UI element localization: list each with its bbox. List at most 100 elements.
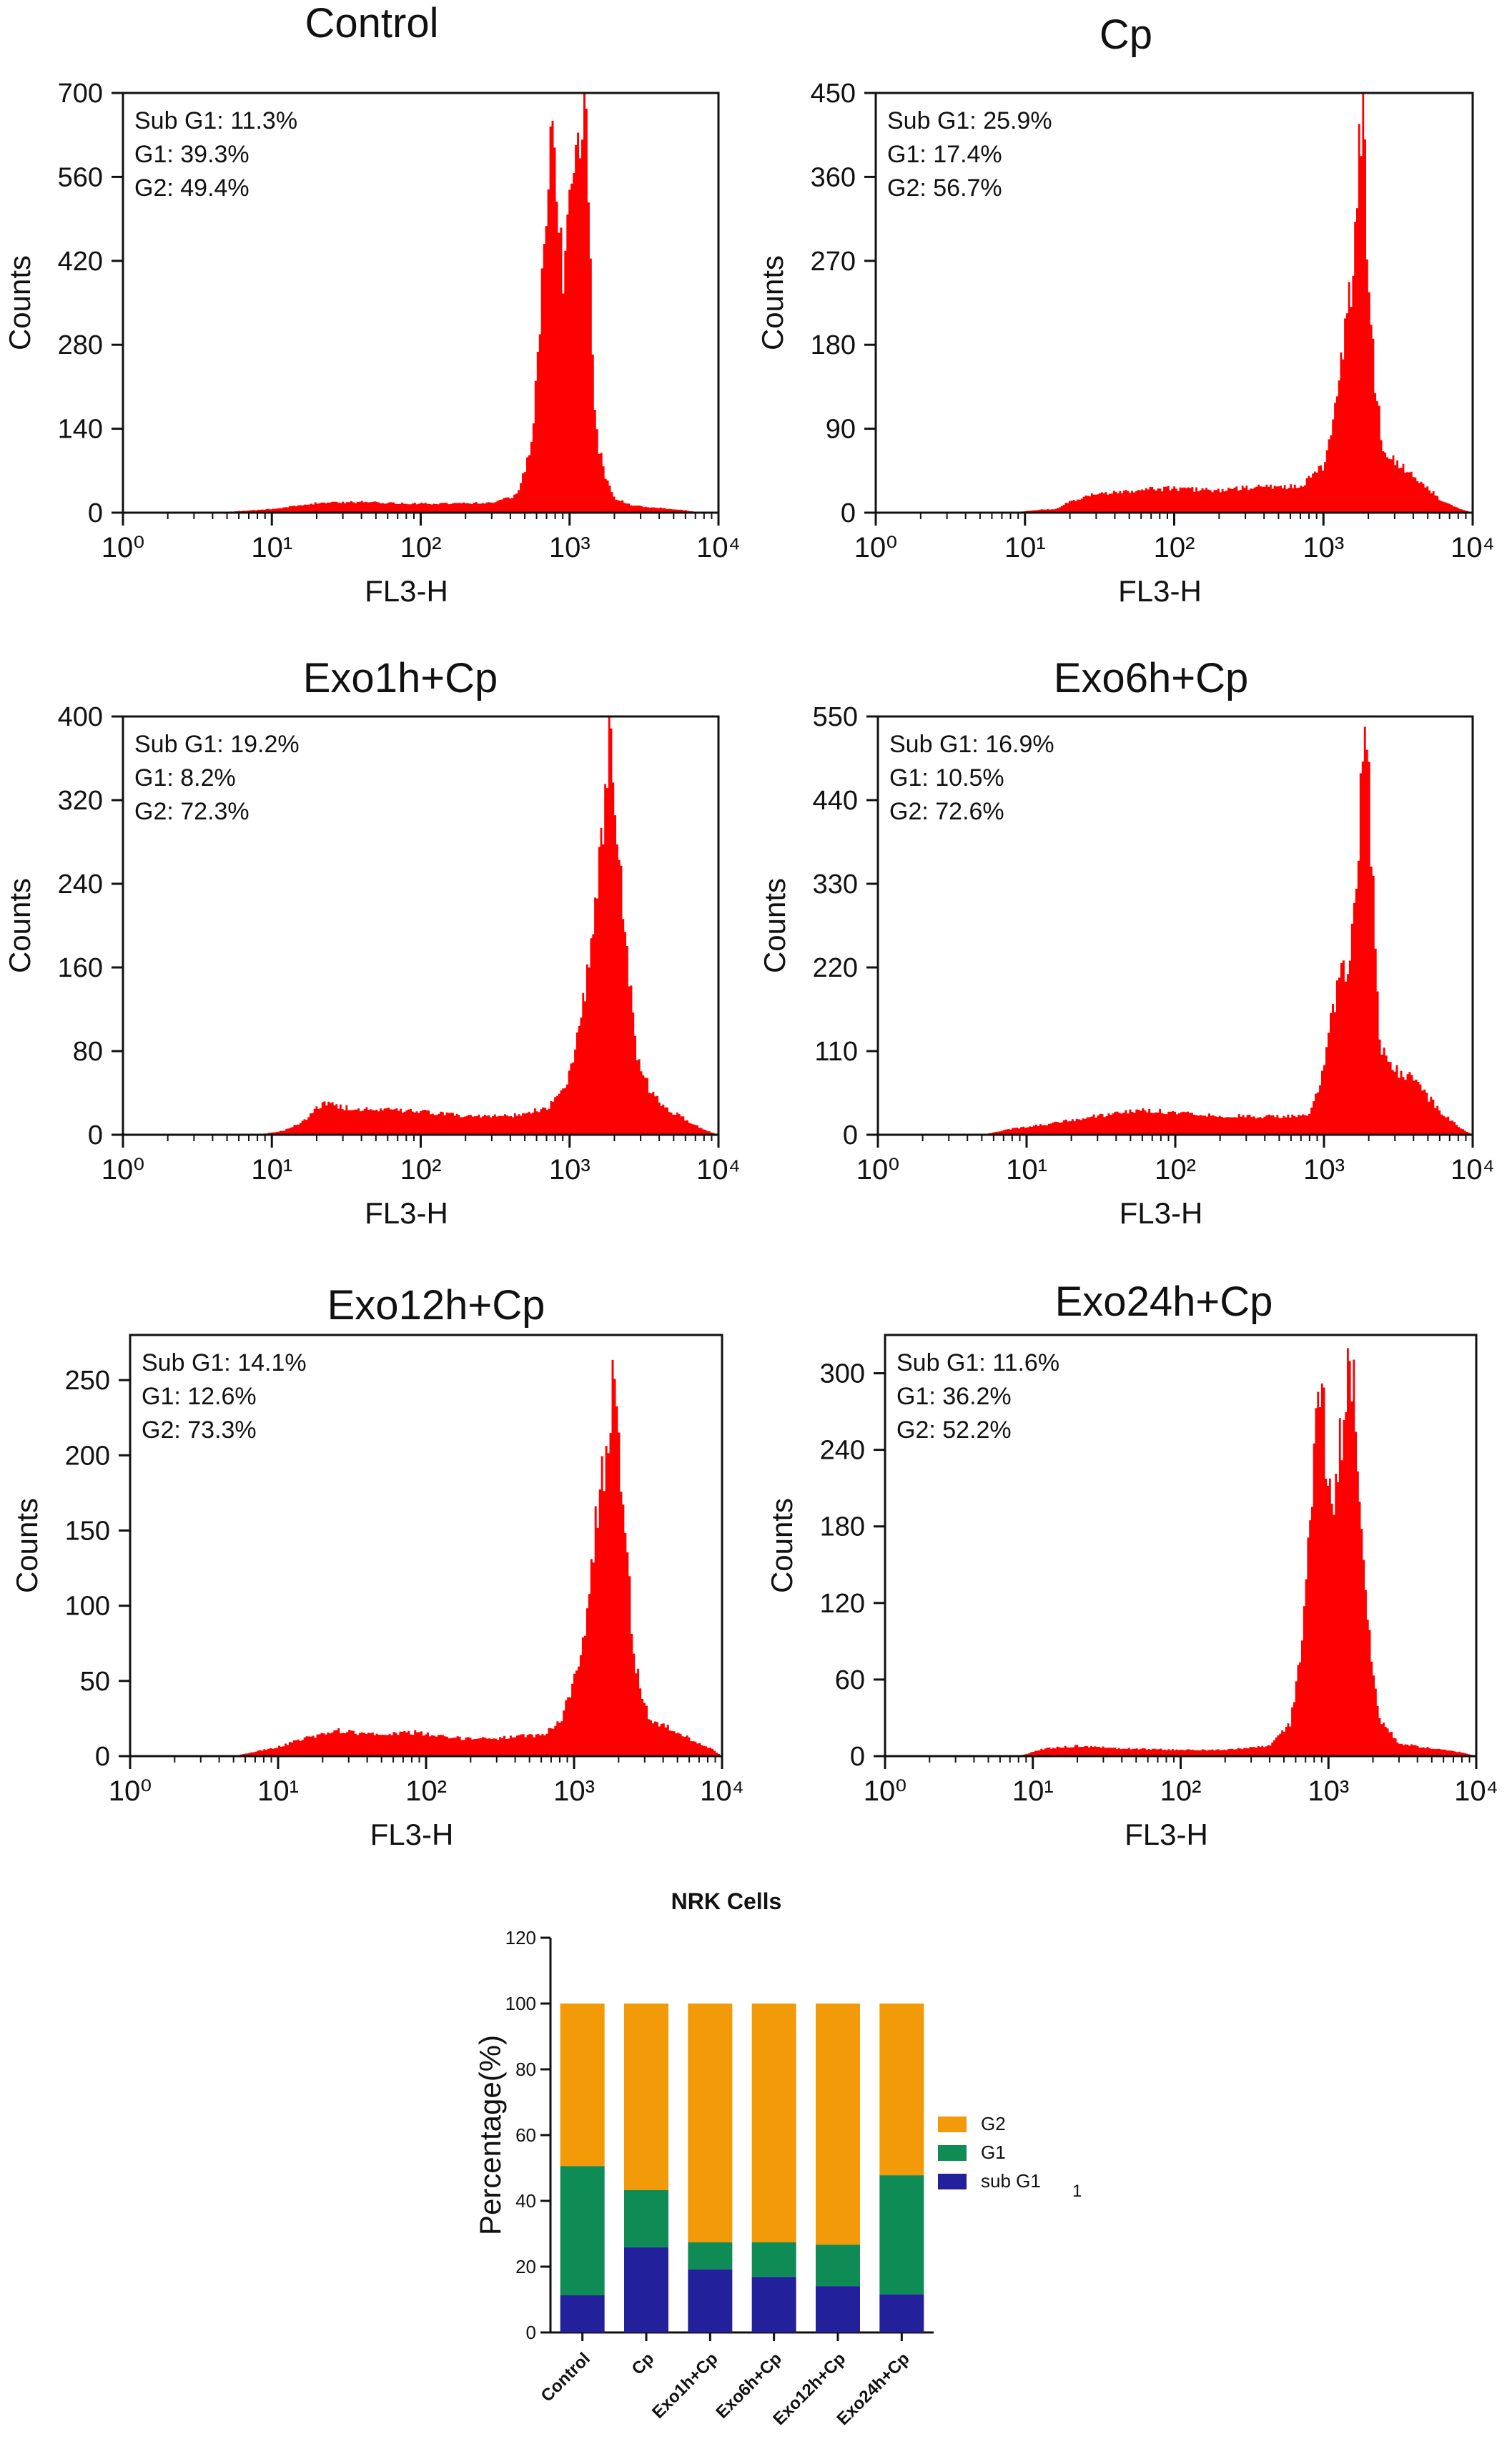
x-tick-label: 10³ [553, 1775, 595, 1807]
histogram-panel: Exo1h+Cp 0 80 160 240 320 400 10⁰ 10¹ 10² 10³ 10⁴ FL… [3, 655, 741, 1230]
y-axis-label: Counts [3, 255, 36, 350]
bar-segment [751, 2277, 796, 2332]
y-tick-label: 440 [813, 786, 858, 816]
y-tick-label: 270 [811, 247, 856, 277]
x-tick-label: 10⁴ [700, 1775, 744, 1807]
stacked-bar-chart: NRK Cells 0 20 40 60 80 100 120 Percentage(%) Con… [473, 1888, 1082, 2429]
phase-annotation: G2: 56.7% [887, 174, 1002, 202]
phase-annotation: G1: 36.2% [896, 1383, 1012, 1410]
y-tick-label: 180 [811, 330, 856, 360]
y-tick-label: 420 [58, 247, 103, 277]
x-tick-label: 10¹ [257, 1775, 299, 1807]
y-axis-label: Counts [758, 878, 791, 973]
x-tick-label: 10² [1160, 1775, 1202, 1807]
x-tick-label: 10⁴ [1454, 1775, 1498, 1807]
x-axis-label: FL3-H [1118, 574, 1202, 608]
bar-segment [688, 2242, 733, 2270]
y-tick-label: 0 [850, 1742, 865, 1772]
legend-label: sub G1 [981, 2170, 1041, 2192]
x-axis-label: FL3-H [1120, 1196, 1203, 1230]
bar-segment [879, 2294, 924, 2332]
x-tick-label: 10¹ [1012, 1775, 1054, 1807]
chart-title: NRK Cells [671, 1888, 782, 1914]
x-tick-label: 10³ [549, 1154, 591, 1186]
phase-annotation: G1: 12.6% [142, 1383, 257, 1410]
y-tick-label: 120 [505, 1927, 536, 1948]
x-tick-label: 10² [1154, 532, 1195, 563]
histogram-panel: Control 0 140 280 420 560 700 10⁰ 10¹ 10² 10³ 10⁴ FL… [3, 0, 741, 608]
x-tick-label: 10⁴ [1451, 1154, 1495, 1186]
stray-label: 1 [1072, 2182, 1082, 2201]
bar-segment [816, 2245, 860, 2287]
y-tick-label: 0 [88, 498, 103, 528]
bar-segment [688, 2004, 733, 2242]
y-tick-label: 0 [88, 1120, 103, 1150]
phase-annotation: Sub G1: 11.6% [896, 1349, 1059, 1376]
panel-title: Exo1h+Cp [303, 655, 498, 701]
y-tick-label: 550 [813, 702, 858, 732]
y-tick-label: 140 [58, 415, 103, 445]
y-tick-label: 0 [95, 1742, 110, 1772]
y-tick-label: 300 [820, 1359, 865, 1389]
y-tick-label: 20 [515, 2256, 536, 2277]
y-tick-label: 60 [835, 1665, 865, 1695]
histogram-panel: Exo24h+Cp 0 60 120 180 240 300 10⁰ 10¹ 10² 10³ 10⁴ F… [765, 1278, 1498, 1851]
legend-swatch [938, 2117, 967, 2132]
y-tick-label: 240 [820, 1436, 865, 1466]
x-tick-label: 10⁴ [696, 1154, 741, 1186]
legend-swatch [938, 2174, 967, 2189]
phase-annotation: G2: 52.2% [896, 1416, 1012, 1444]
panel-title: Exo12h+Cp [327, 1282, 545, 1329]
histogram-panel: Exo12h+Cp 0 50 100 150 200 250 10⁰ 10¹ 10² 10³ 10⁴ F… [10, 1282, 744, 1851]
y-tick-label: 50 [80, 1667, 110, 1697]
y-tick-label: 90 [826, 415, 856, 445]
x-tick-label: 10² [400, 1154, 442, 1186]
y-tick-label: 200 [65, 1441, 110, 1471]
y-tick-label: 150 [65, 1516, 110, 1546]
bar-segment [879, 2175, 924, 2295]
phase-annotation: G1: 10.5% [889, 764, 1004, 792]
y-axis-label: Percentage(%) [473, 2035, 507, 2235]
bar-segment [560, 2295, 605, 2332]
x-tick-label: 10¹ [251, 1154, 292, 1186]
phase-annotation: G2: 73.3% [142, 1416, 257, 1444]
y-tick-label: 280 [58, 330, 103, 360]
panel-title: Cp [1100, 11, 1152, 58]
histogram-fill [982, 726, 1473, 1135]
bar-segment [751, 2004, 796, 2242]
y-tick-label: 160 [58, 953, 103, 983]
y-tick-label: 110 [814, 1037, 858, 1067]
phase-annotation: Sub G1: 25.9% [887, 107, 1052, 134]
x-tick-label: 10³ [1308, 1775, 1349, 1807]
x-tick-label: 10¹ [1006, 1154, 1047, 1186]
phase-annotation: G2: 49.4% [134, 174, 249, 202]
x-tick-label: Control [537, 2349, 593, 2405]
x-tick-label: 10⁰ [102, 532, 145, 563]
phase-annotation: G1: 39.3% [134, 141, 249, 168]
y-tick-label: 240 [58, 869, 103, 900]
bar-segment [560, 2004, 605, 2167]
y-tick-label: 0 [526, 2322, 536, 2343]
y-tick-label: 40 [515, 2190, 536, 2212]
y-axis-label: Counts [3, 878, 36, 973]
panel-title: Exo6h+Cp [1054, 655, 1248, 701]
legend-label: G1 [981, 2142, 1006, 2163]
y-axis-label: Counts [765, 1498, 799, 1593]
x-tick-label: 10⁰ [856, 1154, 900, 1186]
y-tick-label: 330 [813, 869, 858, 900]
x-axis-label: FL3-H [370, 1818, 454, 1851]
bar-segment [624, 2189, 668, 2247]
x-tick-label: 10³ [1303, 1154, 1345, 1186]
phase-annotation: Sub G1: 14.1% [142, 1349, 307, 1376]
bar-segment [624, 2247, 668, 2332]
bar-segment [816, 2004, 860, 2245]
phase-annotation: Sub G1: 11.3% [134, 107, 297, 134]
histogram-fill [212, 93, 700, 513]
x-tick-label: Exo1h+Cp [648, 2349, 722, 2423]
histogram-fill [257, 716, 719, 1135]
y-tick-label: 100 [65, 1592, 110, 1622]
histogram-fill [1010, 93, 1473, 513]
y-tick-label: 0 [843, 1120, 858, 1150]
phase-annotation: G2: 72.6% [889, 798, 1004, 825]
panel-title: Control [305, 0, 439, 46]
